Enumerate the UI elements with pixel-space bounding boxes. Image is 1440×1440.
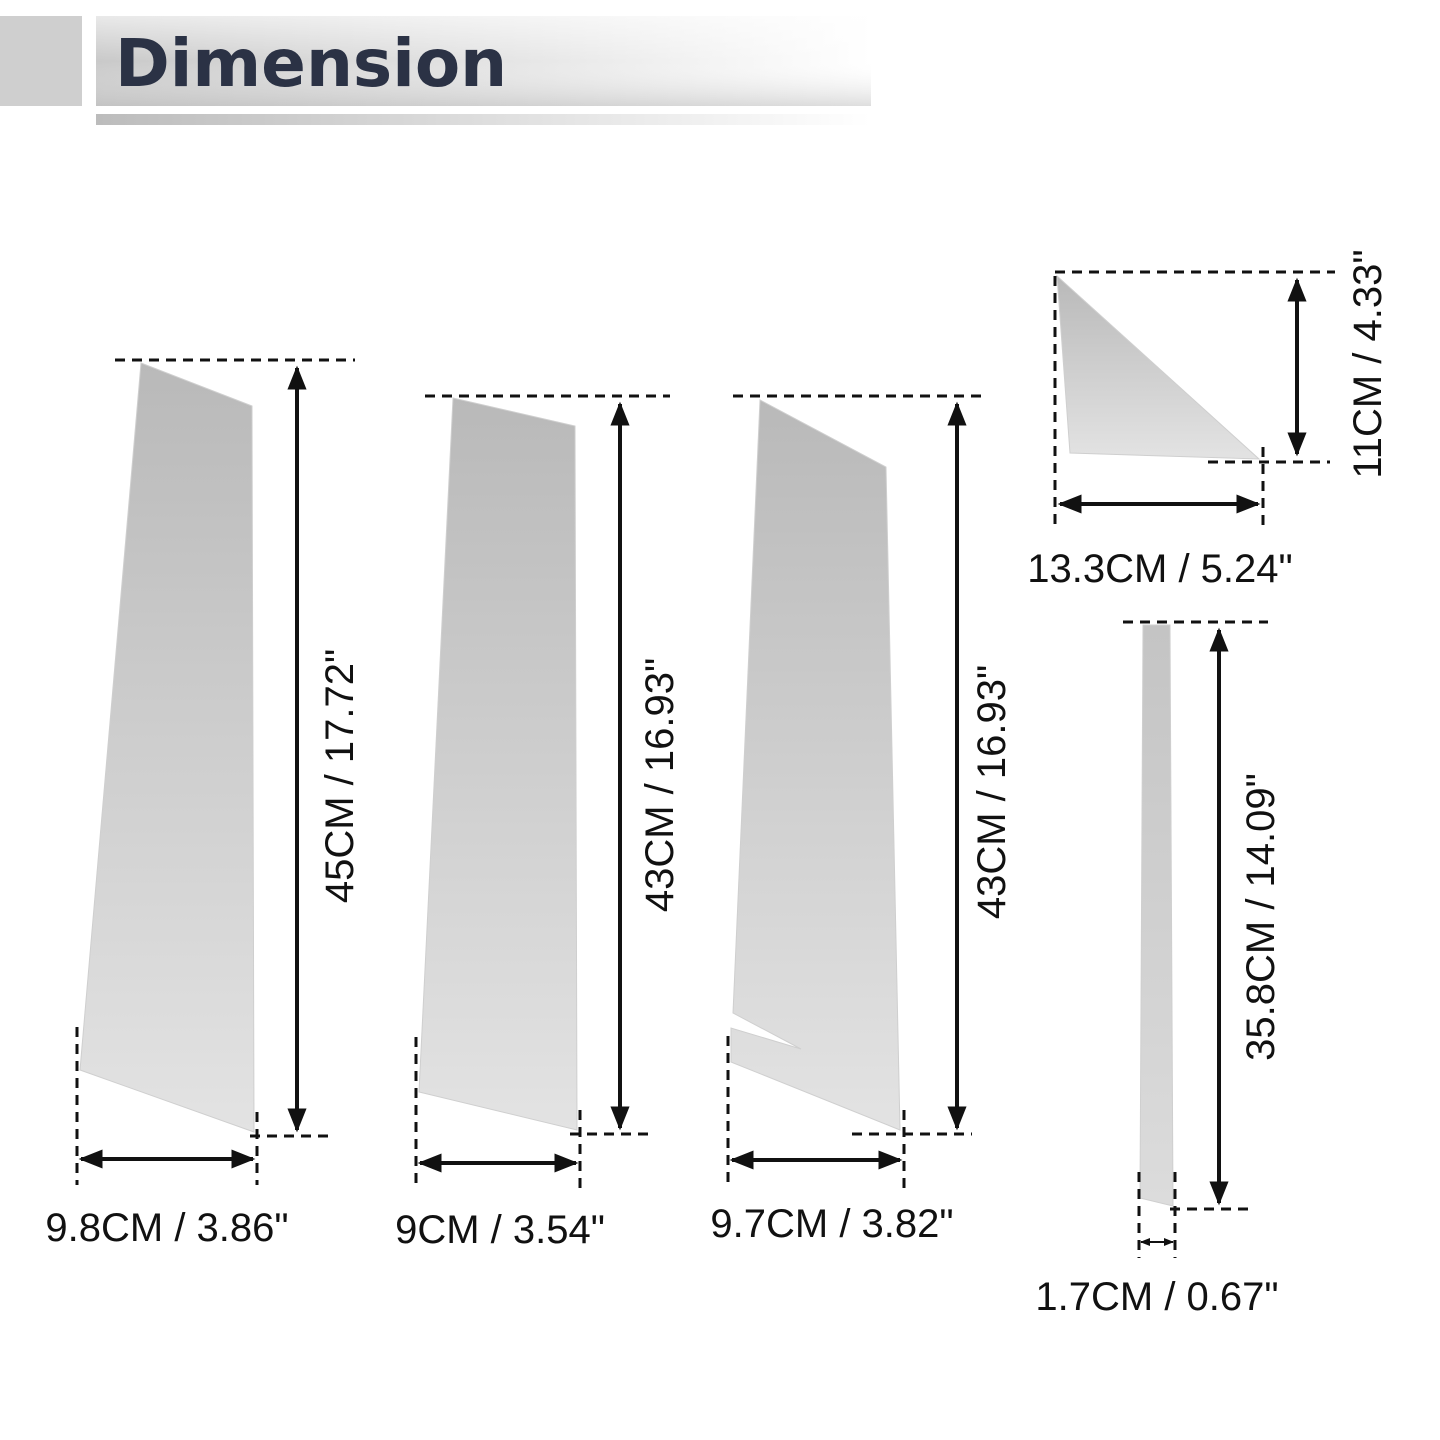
page-title: Dimension xyxy=(115,25,507,102)
panel-1-shape xyxy=(79,362,255,1133)
panel-4: 11CM / 4.33" 13.3CM / 5.24" xyxy=(1027,249,1390,591)
panel-3-height-label: 43CM / 16.93" xyxy=(970,665,1014,919)
panel-3: 43CM / 16.93" 9.7CM / 3.82" xyxy=(710,394,1014,1246)
panel-1: 45CM / 17.72" 9.8CM / 3.86" xyxy=(45,358,362,1250)
panel-1-height-label: 45CM / 17.72" xyxy=(318,649,362,903)
header-title-sheen xyxy=(96,16,871,106)
panel-5-width-label: 1.7CM / 0.67" xyxy=(1035,1275,1278,1319)
panel-2-width-label: 9CM / 3.54" xyxy=(395,1208,605,1252)
header-accent-block xyxy=(0,16,82,106)
panel-4-height-label: 11CM / 4.33" xyxy=(1346,249,1390,478)
header-banner: Dimension xyxy=(0,16,871,125)
panel-1-width-label: 9.8CM / 3.86" xyxy=(45,1206,288,1250)
panel-2-shape xyxy=(418,397,578,1131)
panel-5: 35.8CM / 14.09" 1.7CM / 0.67" xyxy=(1035,620,1283,1319)
header-underline-bar xyxy=(96,114,871,125)
panel-2-height-label: 43CM / 16.93" xyxy=(638,658,682,912)
panel-5-height-label: 35.8CM / 14.09" xyxy=(1239,773,1283,1061)
panel-3-width-label: 9.7CM / 3.82" xyxy=(710,1202,953,1246)
panel-2: 43CM / 16.93" 9CM / 3.54" xyxy=(395,394,682,1252)
panel-3-shape xyxy=(730,399,901,1131)
panel-5-shape xyxy=(1139,624,1174,1207)
panel-4-width-label: 13.3CM / 5.24" xyxy=(1027,547,1292,591)
panel-4-shape xyxy=(1056,274,1261,460)
